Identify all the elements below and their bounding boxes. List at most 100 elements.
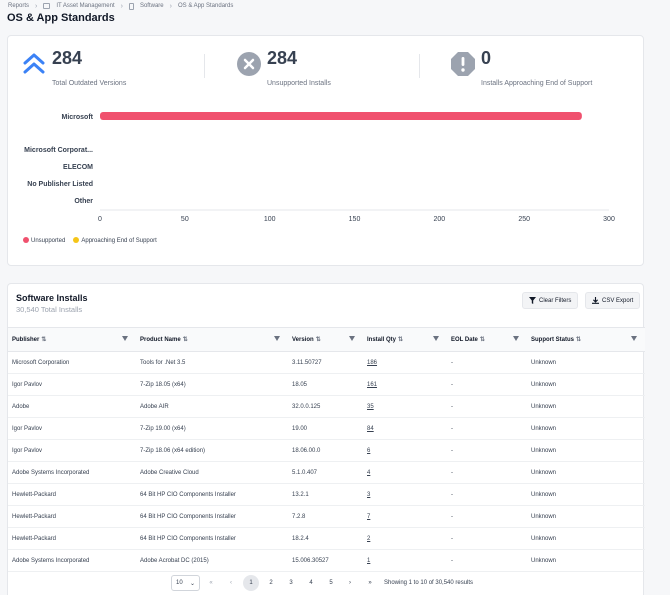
sort-icon[interactable]: ⇅ [41, 337, 47, 343]
version-cell: 32.0.0.125 [288, 395, 363, 418]
table-row[interactable]: Adobe Adobe AIR 32.0.0.125 35- Unknown [8, 395, 645, 418]
column-header-publisher[interactable]: Publisher ⇅ [8, 327, 136, 352]
stat-divider [204, 54, 205, 78]
install-qty-link[interactable]: 186 [363, 351, 447, 374]
table-row[interactable]: Igor Pavlov 7-Zip 19.00 (x64) 19.00 84- Unkn… [8, 417, 645, 440]
x-tick-label: 100 [264, 216, 276, 223]
csv-export-button[interactable]: CSV Export [585, 292, 641, 309]
column-header-product-name[interactable]: Product Name ⇅ [136, 327, 288, 352]
support-status-cell: Unknown [527, 395, 645, 418]
page-button-3[interactable]: 3 [289, 580, 293, 586]
table-row[interactable]: Hewlett-Packard 64 Bit HP CIO Components … [8, 505, 645, 528]
product-name-cell: Adobe Acrobat DC (2015) [136, 549, 288, 572]
filter-icon[interactable] [631, 336, 637, 341]
eol-date-cell: - [447, 527, 527, 550]
last-page-button[interactable]: » [368, 580, 372, 586]
sort-icon[interactable]: ⇅ [576, 337, 582, 343]
exclamation-octagon-icon [451, 52, 475, 76]
stat-value: 284 [52, 48, 83, 68]
support-status-cell: Unknown [527, 483, 645, 506]
version-cell: 3.11.50727 [288, 351, 363, 374]
table-row[interactable]: Hewlett-Packard 64 Bit HP CIO Components … [8, 483, 645, 506]
first-page-button[interactable]: « [209, 580, 213, 586]
publisher-cell: Igor Pavlov [8, 439, 136, 462]
support-status-cell: Unknown [527, 549, 645, 572]
breadcrumb-software[interactable]: Software [139, 3, 164, 9]
column-label: Support Status [531, 337, 574, 343]
filter-icon[interactable] [274, 336, 280, 341]
bar-unsupported[interactable] [100, 112, 582, 120]
filter-icon[interactable] [122, 336, 128, 341]
column-header-support-status[interactable]: Support Status ⇅ [527, 327, 645, 352]
filter-icon[interactable] [349, 336, 355, 341]
category-label: Microsoft [62, 114, 94, 121]
stat-label: Installs Approaching End of Support [481, 80, 593, 87]
page-button-1[interactable]: 1 [243, 575, 259, 591]
breadcrumb-current: OS & App Standards [178, 3, 234, 9]
category-label: Other [74, 198, 93, 205]
support-status-cell: Unknown [527, 527, 645, 550]
filter-icon[interactable] [513, 336, 519, 341]
page-button-2[interactable]: 2 [269, 580, 273, 586]
sort-icon[interactable]: ⇅ [182, 337, 188, 343]
sort-icon[interactable]: ⇅ [479, 337, 485, 343]
clear-filters-button[interactable]: Clear Filters [522, 292, 579, 309]
eol-date-cell: - [447, 417, 527, 440]
breadcrumb-reports[interactable]: Reports [8, 3, 30, 9]
version-cell: 18.06.00.0 [288, 439, 363, 462]
legend-item-unsupported[interactable]: Unsupported [23, 237, 65, 244]
category-label: No Publisher Listed [27, 181, 93, 188]
prev-page-button[interactable]: ‹ [230, 580, 232, 586]
chevron-down-icon: ⌄ [189, 580, 195, 587]
publisher-cell: Hewlett-Packard [8, 505, 136, 528]
version-cell: 19.00 [288, 417, 363, 440]
table-row[interactable]: Microsoft Corporation Tools for .Net 3.5 3… [8, 351, 645, 374]
product-name-cell: 7-Zip 19.00 (x64) [136, 417, 288, 440]
table-row[interactable]: Adobe Systems Incorporated Adobe Acrobat … [8, 549, 645, 572]
column-header-eol-date[interactable]: EOL Date ⇅ [447, 327, 527, 352]
table-row[interactable]: Adobe Systems Incorporated Adobe Creative… [8, 461, 645, 484]
x-tick-label: 300 [603, 216, 615, 223]
next-page-button[interactable]: › [349, 580, 351, 586]
install-qty-link[interactable]: 7 [363, 505, 447, 528]
install-qty-link[interactable]: 3 [363, 483, 447, 506]
column-header-version[interactable]: Version ⇅ [288, 327, 363, 352]
sort-icon[interactable]: ⇅ [315, 337, 321, 343]
table-title: Software Installs [16, 293, 88, 303]
page-button-5[interactable]: 5 [329, 580, 333, 586]
page-size-select[interactable]: 10 ⌄ [171, 575, 200, 591]
install-qty-link[interactable]: 161 [363, 373, 447, 396]
legend-label: Approaching End of Support [81, 238, 157, 244]
document-icon [128, 2, 134, 10]
csv-export-label: CSV Export [602, 297, 634, 304]
install-qty-link[interactable]: 35 [363, 395, 447, 418]
legend-item-approaching[interactable]: Approaching End of Support [73, 237, 157, 244]
install-qty-link[interactable]: 2 [363, 527, 447, 550]
support-status-cell: Unknown [527, 461, 645, 484]
breadcrumb-it-asset-management[interactable]: IT Asset Management [56, 3, 115, 9]
column-label: EOL Date [451, 337, 478, 343]
sort-icon[interactable]: ⇅ [398, 337, 404, 343]
product-name-cell: 7-Zip 18.05 (x64) [136, 373, 288, 396]
publisher-cell: Igor Pavlov [8, 373, 136, 396]
install-qty-link[interactable]: 1 [363, 549, 447, 572]
product-name-cell: 64 Bit HP CIO Components Installer [136, 505, 288, 528]
clear-filters-label: Clear Filters [539, 297, 572, 304]
legend-label: Unsupported [31, 238, 66, 244]
table-row[interactable]: Igor Pavlov 7-Zip 18.06 (x64 edition) 18.0… [8, 439, 645, 462]
table-row[interactable]: Hewlett-Packard 64 Bit HP CIO Components … [8, 527, 645, 550]
x-tick-label: 50 [181, 216, 189, 223]
column-label: Install Qty [367, 337, 397, 343]
install-qty-link[interactable]: 4 [363, 461, 447, 484]
page-button-4[interactable]: 4 [309, 580, 313, 586]
table-row[interactable]: Igor Pavlov 7-Zip 18.05 (x64) 18.05 161- Unk… [8, 373, 645, 396]
install-qty-link[interactable]: 6 [363, 439, 447, 462]
column-header-install-qty[interactable]: Install Qty ⇅ [363, 327, 447, 352]
install-qty-link[interactable]: 84 [363, 417, 447, 440]
eol-date-cell: - [447, 461, 527, 484]
download-icon [592, 297, 599, 304]
support-status-cell: Unknown [527, 351, 645, 374]
filter-icon[interactable] [433, 336, 439, 341]
support-status-cell: Unknown [527, 439, 645, 462]
summary-card: 284 Total Outdated Versions 284 Unsuppor… [7, 35, 644, 266]
